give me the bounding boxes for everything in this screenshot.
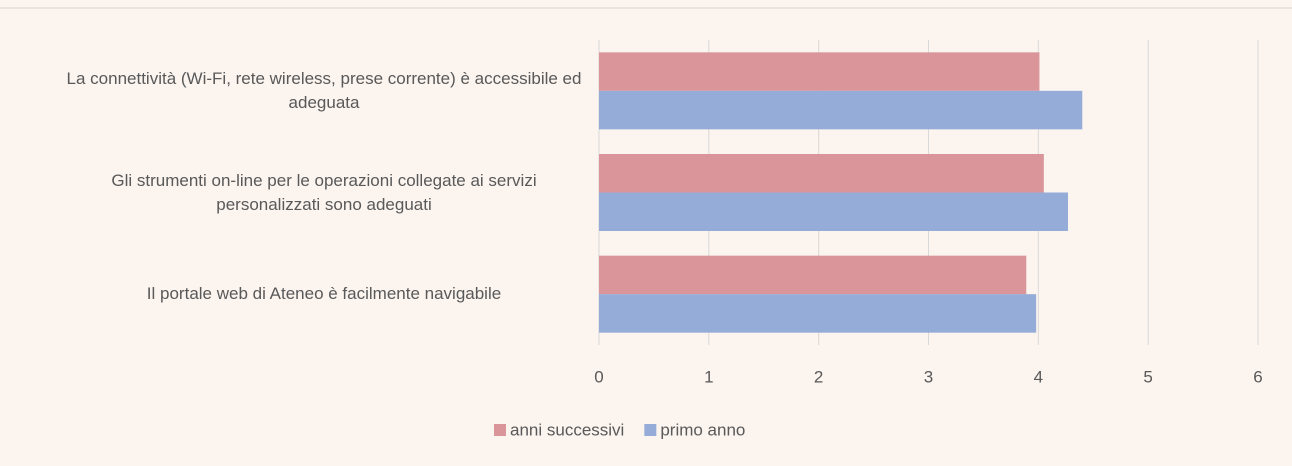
x-tick-label: 6 (1253, 367, 1262, 386)
bar (599, 192, 1068, 231)
x-tick-label: 4 (1034, 367, 1043, 386)
x-tick-label: 2 (814, 367, 823, 386)
legend-label: primo anno (660, 420, 745, 439)
bar (599, 294, 1037, 333)
x-tick-label: 5 (1143, 367, 1152, 386)
x-tick-label: 1 (704, 367, 713, 386)
legend-swatch (644, 424, 657, 436)
legend-swatch (494, 424, 506, 436)
bar (599, 90, 1083, 130)
x-tick-label: 3 (924, 367, 933, 386)
y-tick-label: La connettività (Wi-Fi, rete wireless, p… (66, 68, 582, 112)
y-tick-label: Gli strumenti on-line per le operazioni … (111, 170, 537, 214)
bar (599, 154, 1044, 193)
bar (599, 255, 1027, 295)
x-tick-label: 0 (594, 367, 603, 386)
legend-label: anni successivi (510, 420, 624, 439)
bar (599, 52, 1040, 91)
y-tick-label: Il portale web di Ateneo è facilmente na… (146, 284, 502, 304)
